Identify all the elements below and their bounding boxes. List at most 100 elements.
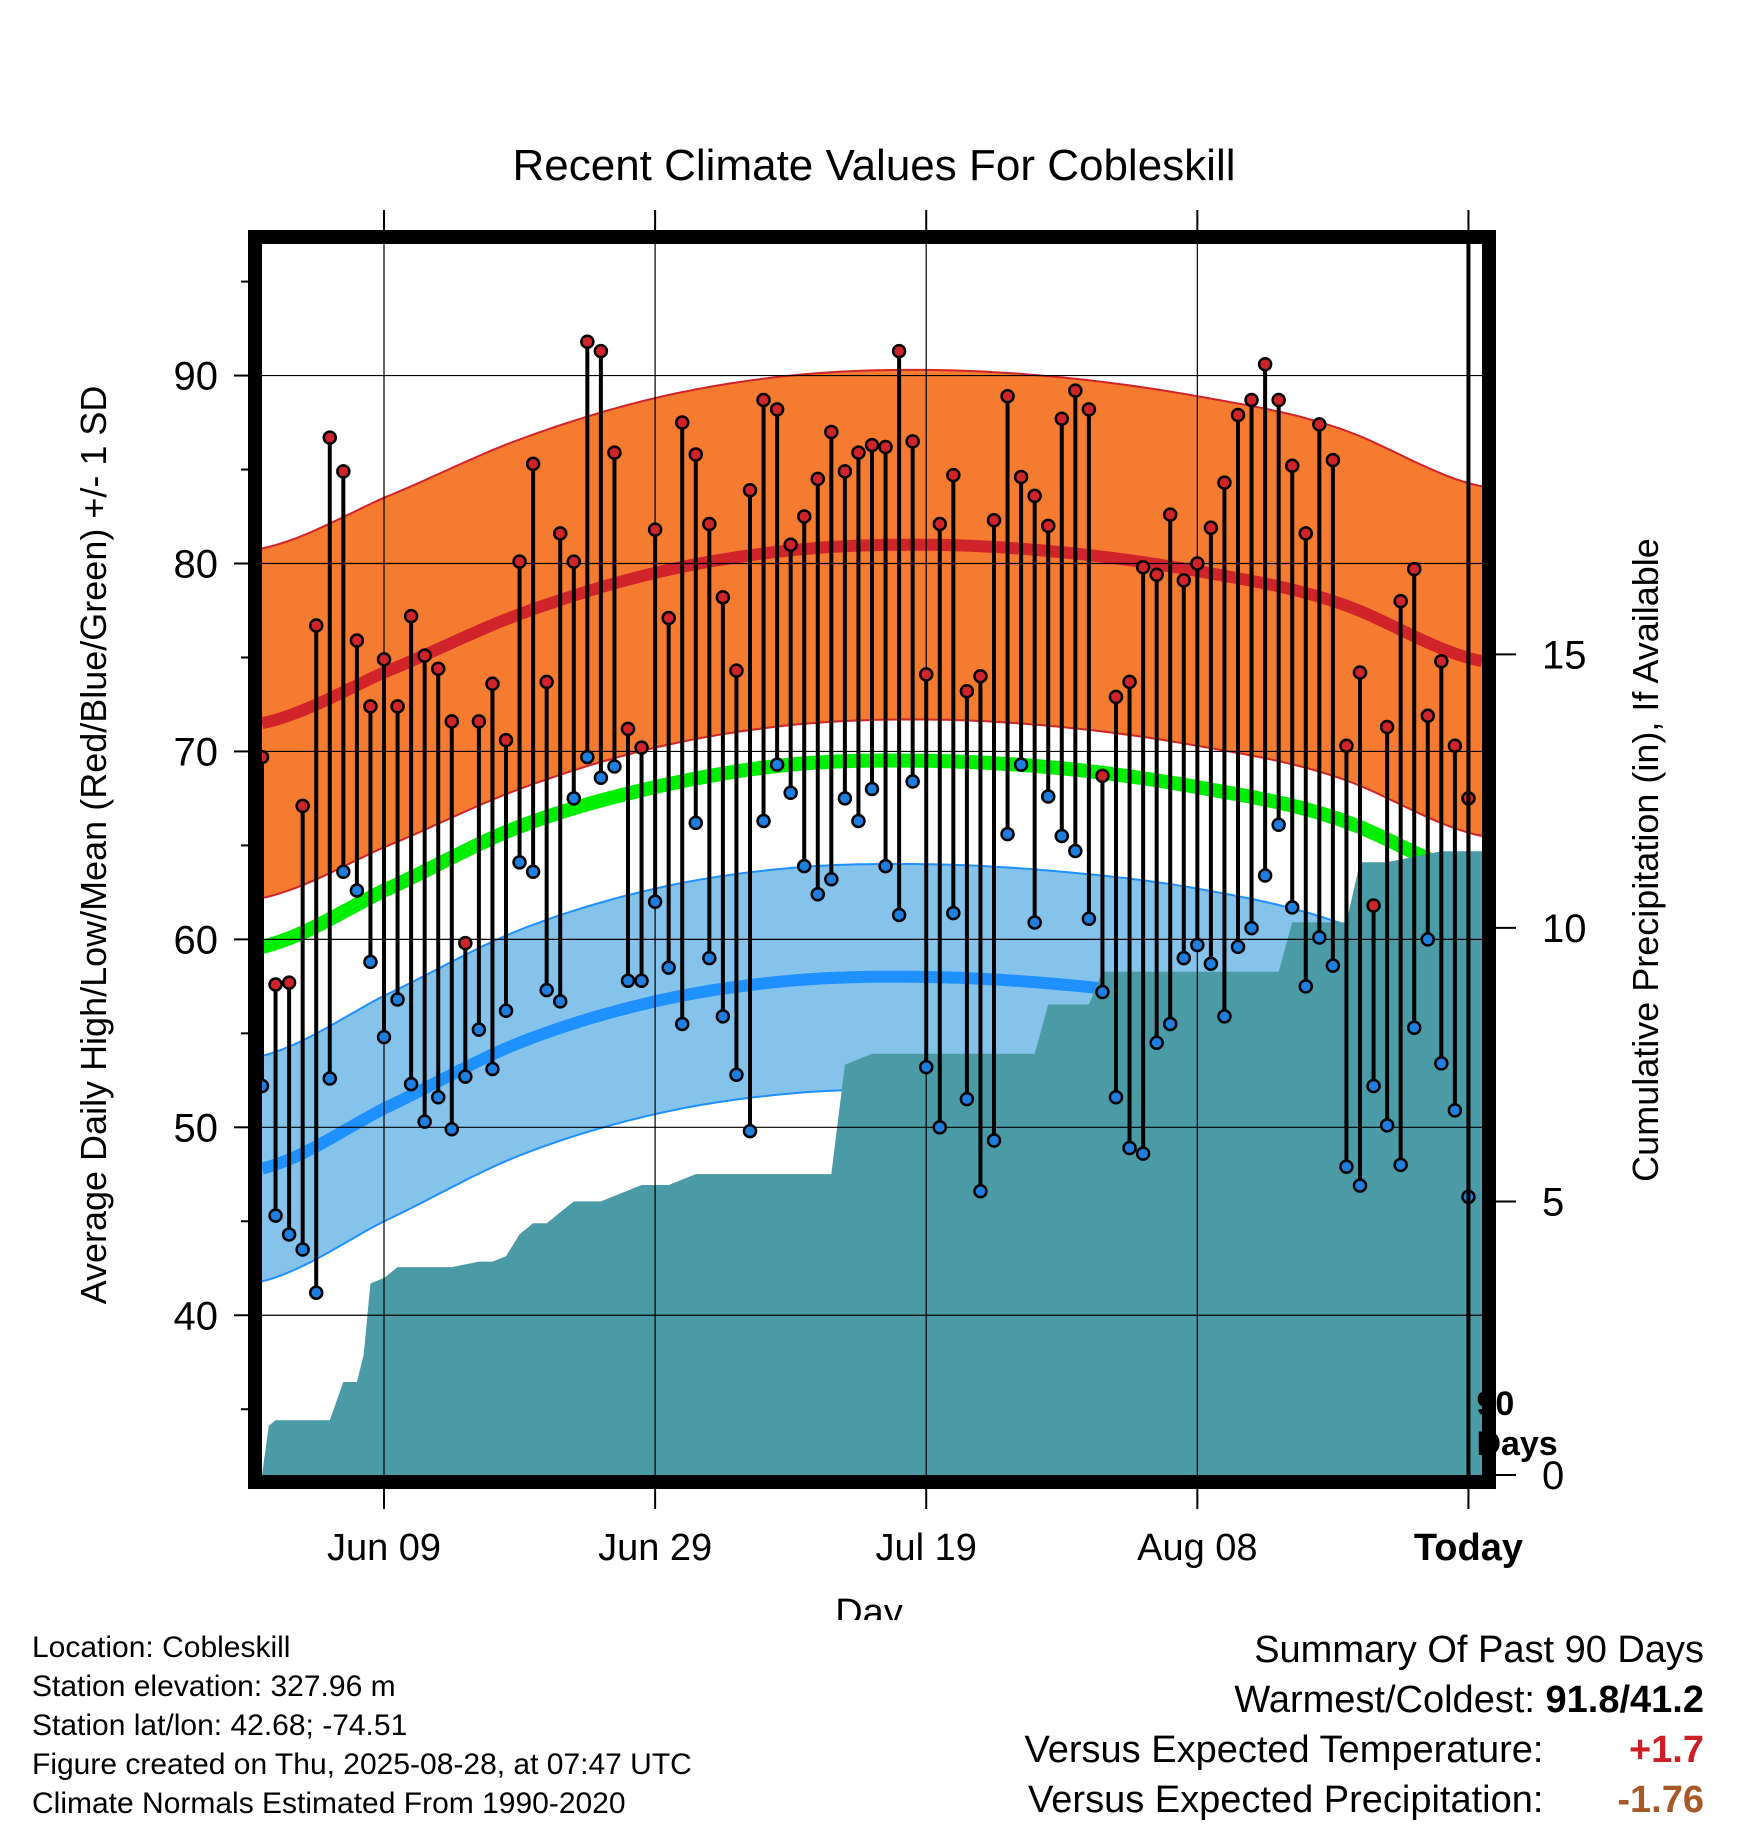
daily-low-point xyxy=(647,894,663,910)
daily-low-point xyxy=(661,960,676,975)
daily-high-point xyxy=(661,610,676,626)
daily-low-point xyxy=(1081,911,1097,926)
daily-low-point xyxy=(1434,1056,1449,1071)
daily-low-point xyxy=(1366,1078,1381,1094)
daily-high-point xyxy=(512,554,527,569)
y2-axis-label: Cumulative Precipitation (in), If Availa… xyxy=(1625,538,1666,1182)
daily-high-point xyxy=(878,439,893,455)
daily-high-point xyxy=(417,648,432,663)
station-metadata: Location: Cobleskill Station elevation: … xyxy=(32,1628,692,1823)
daily-high-point xyxy=(1000,388,1015,404)
daily-low-point xyxy=(810,887,826,902)
daily-low-point xyxy=(674,1016,690,1032)
daily-high-point xyxy=(1068,383,1083,398)
daily-low-point xyxy=(607,759,622,774)
daily-high-point xyxy=(471,714,487,729)
daily-high-point xyxy=(363,699,378,714)
daily-high-point xyxy=(281,975,297,990)
daily-low-point xyxy=(539,982,554,998)
daily-low-point xyxy=(1135,1146,1151,1161)
daily-low-point xyxy=(946,905,961,921)
daily-low-point xyxy=(1027,915,1042,930)
daily-low-point xyxy=(1190,937,1205,953)
daily-low-point xyxy=(688,815,704,831)
daily-high-point xyxy=(864,437,880,453)
daily-low-point xyxy=(1257,868,1273,883)
summary-precip: Versus Expected Precipitation: -1.76 xyxy=(1025,1775,1704,1825)
daily-low-point xyxy=(322,1071,338,1086)
daily-high-point xyxy=(1312,417,1327,432)
daily-low-point xyxy=(1203,956,1219,972)
meta-created: Figure created on Thu, 2025-08-28, at 07… xyxy=(32,1748,692,1781)
daily-low-point xyxy=(403,1076,419,1092)
daily-high-point xyxy=(1325,452,1341,468)
daily-low-point xyxy=(1108,1089,1124,1105)
daily-low-point xyxy=(512,855,527,870)
y2-tick-label: 10 xyxy=(1542,907,1587,951)
daily-high-point xyxy=(1081,402,1097,417)
daily-low-point xyxy=(1379,1118,1395,1133)
warm-cold-label: Warmest/Coldest: xyxy=(1234,1679,1535,1721)
daily-low-point xyxy=(295,1242,310,1257)
summary-panel: Summary Of Past 90 Days Warmest/Coldest:… xyxy=(1025,1625,1704,1825)
daily-high-point xyxy=(1108,689,1124,705)
daily-high-point xyxy=(430,661,446,676)
daily-high-point xyxy=(647,522,663,537)
daily-high-point xyxy=(918,667,934,682)
daily-low-point xyxy=(1244,920,1259,936)
x-tick-label: Jul 19 xyxy=(876,1527,977,1569)
daily-low-point xyxy=(1176,950,1192,966)
meta-location: Location: Cobleskill xyxy=(32,1631,291,1664)
precip-label: Versus Expected Precipitation: xyxy=(1028,1779,1544,1821)
daily-low-point xyxy=(1013,757,1029,772)
daily-low-point xyxy=(1271,817,1286,832)
daily-low-point xyxy=(336,864,351,879)
daily-low-point xyxy=(702,950,717,966)
daily-low-point xyxy=(1406,1020,1422,1035)
daily-low-point xyxy=(1325,958,1341,973)
daily-high-point xyxy=(376,652,392,667)
daily-high-point xyxy=(1447,738,1463,754)
daily-high-point xyxy=(946,467,961,483)
x-tick-label: Jun 29 xyxy=(598,1527,712,1569)
daily-low-point xyxy=(1162,1016,1178,1032)
daily-high-point xyxy=(1298,526,1314,541)
daily-high-point xyxy=(1013,469,1029,485)
daily-high-point xyxy=(729,663,744,678)
daily-high-point xyxy=(1217,475,1232,490)
daily-high-point xyxy=(268,977,283,992)
daily-high-point xyxy=(1149,567,1164,583)
daily-high-point xyxy=(308,618,324,633)
daily-high-point xyxy=(1420,708,1436,723)
daily-low-point xyxy=(1230,939,1246,955)
daily-high-point xyxy=(891,343,907,359)
y2-tick-label: 0 xyxy=(1542,1454,1564,1498)
daily-high-point xyxy=(634,740,649,755)
daily-high-point xyxy=(1352,665,1368,680)
daily-high-point xyxy=(783,537,798,552)
daily-high-point xyxy=(905,434,920,449)
daily-low-point xyxy=(1000,826,1015,842)
daily-low-point xyxy=(1054,828,1070,844)
daily-low-point xyxy=(1393,1157,1408,1173)
daily-low-point xyxy=(471,1022,487,1037)
daily-high-point xyxy=(837,464,853,479)
daily-low-point xyxy=(580,749,595,765)
daily-low-point xyxy=(593,770,609,785)
y-axis-label: Average Daily High/Low/Mean (Red/Blue/Gr… xyxy=(73,386,114,1305)
daily-low-point xyxy=(417,1114,432,1129)
daily-high-point xyxy=(1190,556,1205,571)
daily-low-point xyxy=(1217,1009,1232,1024)
daily-high-point xyxy=(674,415,690,430)
daily-high-point xyxy=(390,699,405,714)
daily-low-point xyxy=(783,785,798,801)
daily-high-point xyxy=(742,482,758,498)
daily-low-point xyxy=(1122,1140,1137,1156)
daily-low-point xyxy=(458,1069,473,1084)
daily-low-point xyxy=(1298,979,1314,994)
daily-low-point xyxy=(376,1029,392,1045)
daily-low-point xyxy=(756,813,771,829)
daily-low-point xyxy=(620,973,636,988)
daily-low-point xyxy=(729,1067,744,1082)
